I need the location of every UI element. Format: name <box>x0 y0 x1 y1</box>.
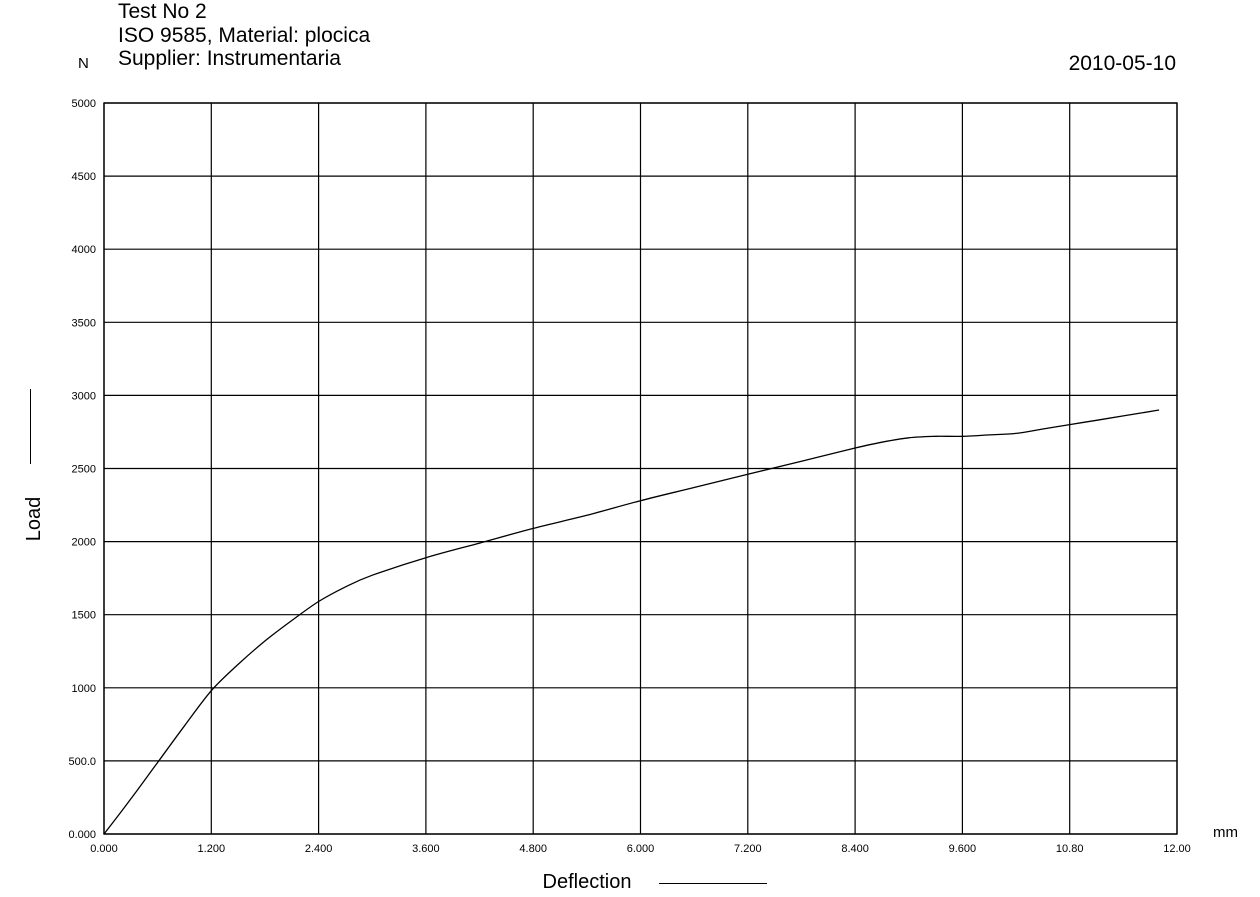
y-tick-label: 1000 <box>72 683 96 695</box>
y-tick-label: 4500 <box>72 171 96 183</box>
x-tick-label: 6.000 <box>627 843 655 855</box>
x-tick-label: 8.400 <box>841 843 869 855</box>
y-tick-label: 4000 <box>72 244 96 256</box>
load-deflection-line <box>103 409 1160 835</box>
x-axis-arrow-line <box>659 883 767 884</box>
y-axis-arrow-line <box>30 389 31 464</box>
x-tick-label: 9.600 <box>949 843 977 855</box>
y-unit-label: N <box>78 55 89 72</box>
grid <box>103 102 1178 835</box>
x-tick-label: 10.80 <box>1056 843 1084 855</box>
y-tick-label: 2000 <box>72 537 96 549</box>
x-tick-label: 2.400 <box>305 843 333 855</box>
y-tick-label: 2500 <box>72 464 96 476</box>
series-layer <box>103 409 1160 835</box>
y-tick-label: 5000 <box>72 98 96 110</box>
x-axis-label: Deflection <box>542 871 632 893</box>
y-tick-label: 0.000 <box>68 829 96 841</box>
supplier-line: Supplier: Instrumentaria <box>118 47 341 70</box>
y-tick-label: 3500 <box>72 317 96 329</box>
standard-material-line: ISO 9585, Material: plocica <box>118 24 371 47</box>
x-tick-label: 7.200 <box>734 843 762 855</box>
plot-frame <box>103 102 1178 835</box>
y-tick-label: 500.0 <box>68 756 96 768</box>
x-tick-label: 1.200 <box>198 843 226 855</box>
test-number-title: Test No 2 <box>118 0 207 23</box>
x-tick-label: 12.00 <box>1163 843 1191 855</box>
x-tick-label: 3.600 <box>412 843 440 855</box>
x-unit-label: mm <box>1213 824 1238 841</box>
x-tick-label: 4.800 <box>519 843 547 855</box>
tick-labels: 0.000 1.200 2.400 3.600 4.800 6.000 7.200 8.400… <box>68 98 1190 855</box>
test-date: 2010-05-10 <box>1068 52 1176 75</box>
y-tick-label: 3000 <box>72 390 96 402</box>
x-tick-label: 0.000 <box>90 843 118 855</box>
y-tick-label: 1500 <box>72 610 96 622</box>
